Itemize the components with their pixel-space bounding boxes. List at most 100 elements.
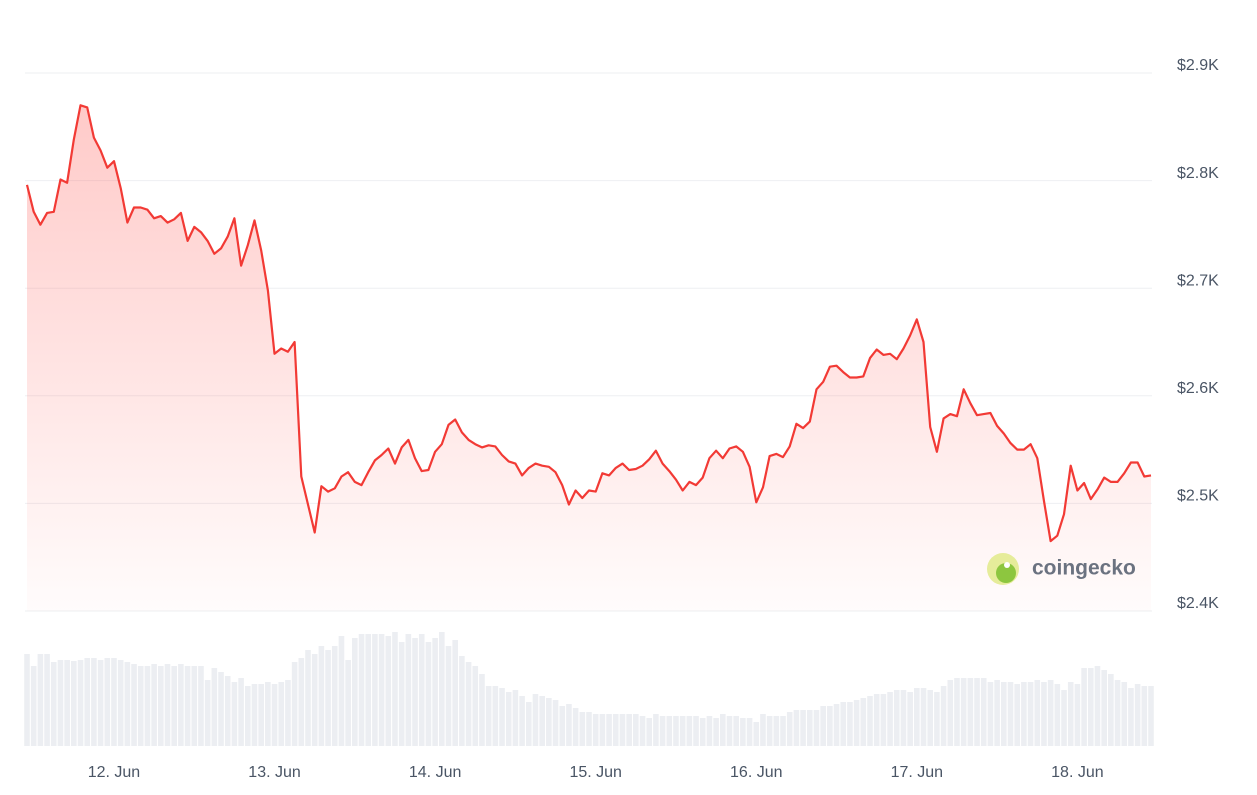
volume-bar: [1121, 682, 1128, 746]
volume-bar: [833, 704, 840, 746]
volume-bar: [452, 640, 458, 746]
volume-bar: [265, 682, 271, 746]
volume-bar: [318, 646, 325, 746]
volume-bar: [766, 716, 773, 746]
volume-bar: [492, 686, 499, 746]
volume-bar: [827, 706, 833, 746]
volume-bar: [519, 696, 525, 746]
volume-bar: [71, 661, 77, 746]
volume-bar: [111, 658, 117, 746]
volume-bar: [720, 714, 726, 746]
volume-bar: [546, 698, 552, 746]
volume-bar: [900, 690, 907, 746]
volume-bar: [1054, 684, 1061, 746]
volume-bar: [914, 688, 920, 746]
volume-bar: [659, 716, 666, 746]
volume-bar: [947, 680, 954, 746]
volume-bar: [525, 702, 532, 746]
volume-bar: [960, 678, 967, 746]
volume-bar: [84, 658, 91, 746]
volume-bar: [137, 666, 144, 746]
volume-bar: [151, 664, 157, 746]
volume-bar: [231, 682, 238, 746]
volume-bar: [77, 660, 84, 746]
volume-bar: [907, 692, 913, 746]
volume-bar: [994, 680, 1000, 746]
volume-bar: [1087, 668, 1094, 746]
volume-bar: [385, 636, 392, 746]
volume-bar: [646, 718, 653, 746]
volume-bar: [258, 684, 264, 746]
volume-bar: [1007, 682, 1014, 746]
volume-bar: [184, 666, 191, 746]
x-tick-label: 13. Jun: [248, 764, 300, 781]
volume-bar: [405, 634, 412, 746]
volume-bar: [104, 658, 111, 746]
volume-bar: [331, 646, 338, 746]
volume-bar: [706, 716, 713, 746]
volume-bar: [954, 678, 960, 746]
volume-bar: [1047, 680, 1054, 746]
y-tick-label: $2.8K: [1177, 165, 1219, 182]
volume-bar: [412, 638, 418, 746]
volume-bar: [1014, 684, 1020, 746]
volume-bar: [853, 700, 860, 746]
volume-bar: [599, 714, 606, 746]
volume-bar: [218, 672, 224, 746]
volume-bar: [679, 716, 686, 746]
volume-bar: [840, 702, 847, 746]
volume-bar: [325, 650, 331, 746]
volume-bar: [472, 666, 479, 746]
volume-bar: [158, 666, 164, 746]
volume-bar: [780, 716, 786, 746]
volume-bar: [358, 634, 365, 746]
volume-bar: [285, 680, 291, 746]
volume-bar: [974, 678, 980, 746]
volume-bar: [967, 678, 974, 746]
volume-bar: [559, 706, 566, 746]
x-tick-label: 12. Jun: [88, 764, 140, 781]
volume-bar: [198, 666, 204, 746]
volume-bar: [806, 710, 813, 746]
volume-bar: [91, 658, 97, 746]
volume-bar: [1108, 674, 1114, 746]
volume-bar: [860, 698, 867, 746]
volume-bar: [633, 714, 639, 746]
volume-bar: [847, 702, 853, 746]
volume-bar: [572, 708, 579, 746]
volume-bar: [626, 714, 632, 746]
volume-bar: [512, 690, 519, 746]
volume-bar: [887, 692, 893, 746]
volume-bar: [37, 654, 44, 746]
volume-bar: [164, 664, 171, 746]
volume-bar: [338, 636, 345, 746]
y-tick-label: $2.7K: [1177, 272, 1219, 289]
volume-bar: [579, 712, 586, 746]
volume-bar: [1041, 682, 1047, 746]
volume-bar: [813, 710, 820, 746]
volume-bar: [746, 718, 753, 746]
volume-bar: [425, 642, 432, 746]
volume-bar: [171, 666, 177, 746]
y-tick-label: $2.4K: [1177, 595, 1219, 612]
volume-bar: [733, 716, 739, 746]
volume-bar: [365, 634, 372, 746]
volume-bar: [566, 704, 572, 746]
volume-bar: [686, 716, 693, 746]
volume-bar: [418, 634, 425, 746]
volume-bar: [1074, 684, 1081, 746]
volume-bar: [445, 646, 452, 746]
volume-bar: [204, 680, 211, 746]
volume-bar: [57, 660, 64, 746]
volume-bar: [1141, 686, 1148, 746]
volume-bar: [144, 666, 151, 746]
volume-bar: [1034, 680, 1041, 746]
x-tick-label: 16. Jun: [730, 764, 782, 781]
volume-bar: [298, 658, 305, 746]
volume-bar: [532, 694, 539, 746]
volume-bar: [1027, 682, 1034, 746]
volume-bar: [820, 706, 826, 746]
volume-bar: [867, 696, 873, 746]
volume-bar: [880, 694, 887, 746]
logo-inner: [996, 563, 1016, 583]
